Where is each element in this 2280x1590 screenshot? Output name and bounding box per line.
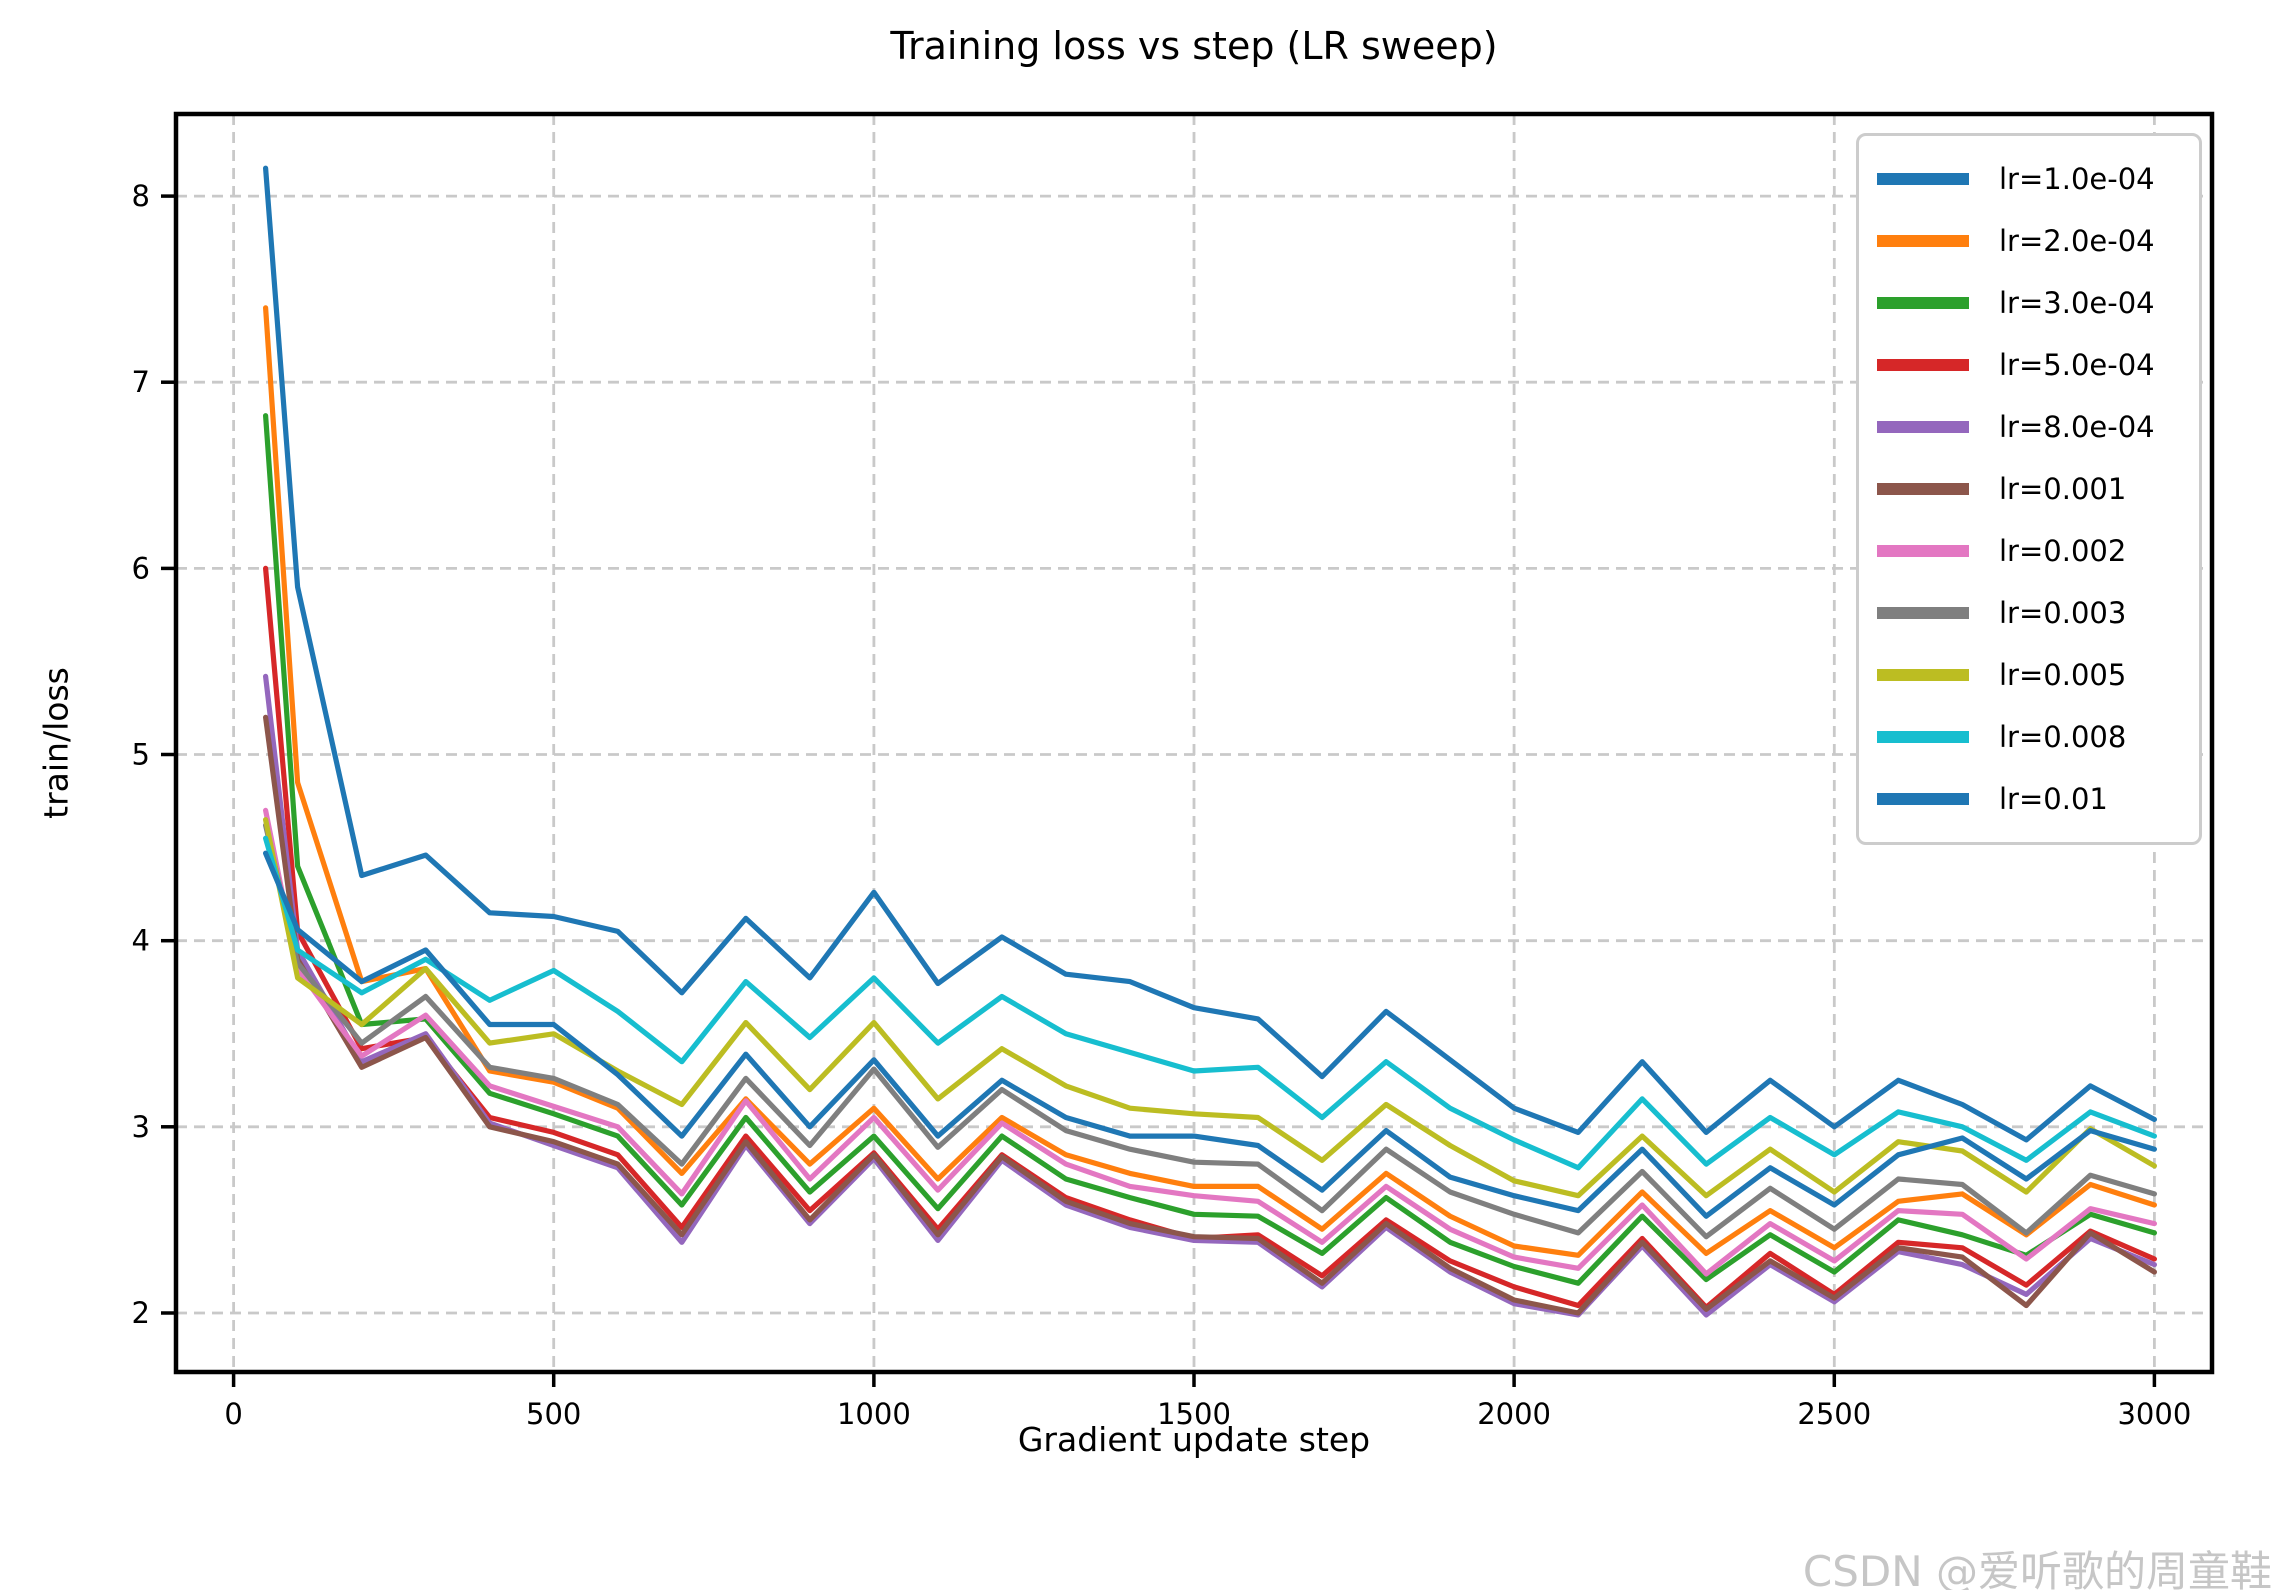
legend-swatch	[1877, 359, 1969, 371]
legend-label: lr=1.0e-04	[1999, 162, 2155, 196]
chart-title: Training loss vs step (LR sweep)	[890, 24, 1498, 68]
legend-swatch	[1877, 731, 1969, 743]
series-line-lr=0.008	[263, 835, 2157, 1171]
x-tick-label: 1500	[1157, 1397, 1231, 1431]
y-tick-label: 7	[132, 365, 150, 399]
legend-swatch	[1877, 297, 1969, 309]
legend-item: lr=5.0e-04	[1859, 334, 2199, 396]
axes-frame	[173, 111, 2215, 1375]
legend-item: lr=0.002	[1859, 520, 2199, 582]
legend-swatch	[1877, 669, 1969, 681]
x-tick-label: 3000	[2117, 1397, 2191, 1431]
legend-swatch	[1877, 607, 1969, 619]
watermark: CSDN @爱听歌的周童鞋	[1802, 1547, 2272, 1590]
x-axis-label: Gradient update step	[1017, 1420, 1371, 1459]
legend-label: lr=0.001	[1999, 472, 2127, 506]
y-tick-label: 6	[132, 551, 150, 585]
x-tick-label: 0	[224, 1397, 242, 1431]
legend-item: lr=8.0e-04	[1859, 396, 2199, 458]
legend-label: lr=5.0e-04	[1999, 348, 2155, 382]
y-tick-label: 8	[132, 179, 150, 213]
legend-label: lr=3.0e-04	[1999, 286, 2155, 320]
legend: lr=1.0e-04 lr=2.0e-04 lr=3.0e-04 lr=5.0e-04…	[1856, 133, 2202, 845]
legend-swatch	[1877, 793, 1969, 805]
legend-label: lr=0.008	[1999, 720, 2127, 754]
series-line-lr=2.0e-04	[263, 305, 2157, 1258]
series-line-lr=1.0e-04	[263, 165, 2157, 1143]
series-line-lr=0.005	[263, 817, 2157, 1199]
legend-label: lr=0.005	[1999, 658, 2127, 692]
series-line-lr=3.0e-04	[263, 413, 2157, 1286]
x-tick-label: 2000	[1477, 1397, 1551, 1431]
legend-item: lr=0.01	[1859, 768, 2199, 830]
legend-swatch	[1877, 173, 1969, 185]
series-line-lr=0.002	[263, 807, 2157, 1277]
legend-label: lr=0.003	[1999, 596, 2127, 630]
legend-item: lr=0.005	[1859, 644, 2199, 706]
legend-label: lr=0.01	[1999, 782, 2108, 816]
legend-item: lr=0.001	[1859, 458, 2199, 520]
legend-swatch	[1877, 235, 1969, 247]
y-tick-label: 2	[132, 1296, 150, 1330]
legend-swatch	[1877, 545, 1969, 557]
legend-item: lr=2.0e-04	[1859, 210, 2199, 272]
y-tick-label: 5	[132, 738, 150, 772]
x-tick-label: 2500	[1797, 1397, 1871, 1431]
legend-item: lr=0.003	[1859, 582, 2199, 644]
legend-label: lr=2.0e-04	[1999, 224, 2155, 258]
legend-label: lr=8.0e-04	[1999, 410, 2155, 444]
legend-swatch	[1877, 421, 1969, 433]
legend-item: lr=1.0e-04	[1859, 148, 2199, 210]
x-tick-label: 500	[526, 1397, 581, 1431]
y-tick-label: 3	[132, 1110, 150, 1144]
legend-item: lr=3.0e-04	[1859, 272, 2199, 334]
y-tick-label: 4	[132, 924, 150, 958]
legend-label: lr=0.002	[1999, 534, 2127, 568]
series-line-lr=0.001	[263, 714, 2157, 1316]
series-line-lr=0.01	[263, 850, 2157, 1219]
series-line-lr=0.003	[263, 822, 2157, 1240]
legend-item: lr=0.008	[1859, 706, 2199, 768]
y-axis-label: train/loss	[36, 667, 76, 819]
series-line-lr=8.0e-04	[263, 673, 2157, 1318]
x-tick-label: 1000	[837, 1397, 911, 1431]
legend-swatch	[1877, 483, 1969, 495]
